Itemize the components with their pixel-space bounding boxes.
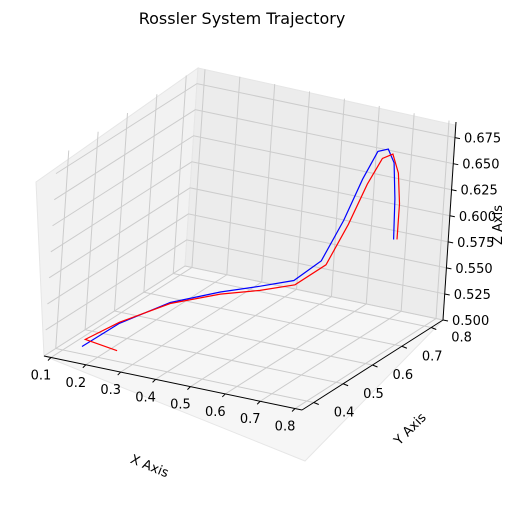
z-grid-line	[47, 213, 447, 305]
x-axis-line	[43, 355, 303, 411]
z-tick-label: 0.500	[452, 314, 489, 329]
x-tick-label: 0.6	[205, 405, 226, 420]
z-tick-label: 0.675	[464, 132, 501, 147]
x-tick-mark	[187, 386, 191, 391]
y-tick-mark	[431, 327, 437, 330]
x-tick-mark	[256, 400, 261, 405]
z-grid-line	[52, 135, 452, 227]
x-ticks: 0.1 0.2 0.3 0.4 0.5 0.6 0.7 0.8	[31, 357, 296, 435]
z-tick-label: 0.625	[461, 184, 498, 199]
x-tick-mark	[117, 371, 122, 376]
x-tick-label: 0.2	[65, 376, 86, 391]
y-tick-mark	[313, 402, 319, 405]
grid-lines	[43, 69, 456, 409]
x-tick-label: 0.3	[100, 383, 121, 398]
x-tick-mark	[291, 408, 296, 412]
z-grid-line	[48, 187, 449, 279]
series-line-2	[83, 153, 401, 352]
x-tick-mark	[47, 357, 52, 361]
x-tick-mark	[152, 378, 156, 383]
z-grid-line	[55, 83, 456, 175]
y-ticks: 0.4 0.5 0.6 0.7 0.8	[313, 327, 472, 421]
y-tick-label: 0.8	[451, 331, 472, 346]
x-tick-label: 0.7	[240, 412, 261, 427]
z-tick-mark	[448, 241, 454, 244]
y-tick-mark	[372, 364, 378, 368]
z-axis-line	[442, 121, 457, 321]
z-tick-mark	[444, 293, 450, 296]
z-tick-mark	[442, 319, 449, 322]
chart-title: Rossler System Trajectory	[139, 9, 346, 28]
z-grid-line	[50, 161, 450, 253]
axis-panes	[35, 66, 456, 462]
x-tick-label: 0.1	[31, 368, 52, 383]
z-tick-label: 0.650	[462, 158, 499, 173]
z-tick-mark	[454, 137, 461, 140]
y-tick-label: 0.7	[422, 349, 443, 364]
z-tick-mark	[453, 163, 459, 166]
z-tick-label: 0.525	[454, 288, 491, 303]
x-tick-mark	[221, 393, 226, 398]
z-ticks: 0.500 0.525 0.550 0.575 0.600 0.625 0.650 0.675	[442, 132, 501, 329]
z-tick-label: 0.600	[459, 210, 496, 225]
z-axis-label: Z Axis	[491, 205, 506, 245]
y-tick-label: 0.6	[393, 368, 414, 383]
y-tick-mark	[401, 345, 408, 349]
z-tick-mark	[449, 215, 455, 218]
series-line-1	[81, 148, 396, 348]
z-grid-line	[43, 265, 444, 357]
y-axis-label: Y Axis	[391, 410, 430, 449]
x-tick-label: 0.5	[170, 398, 191, 413]
y-tick-label: 0.5	[363, 387, 384, 402]
y-tick-label: 0.4	[334, 406, 355, 421]
x-tick-label: 0.4	[135, 390, 156, 405]
z-grid-line	[45, 239, 445, 331]
z-tick-mark	[446, 267, 452, 270]
z-tick-label: 0.550	[455, 262, 492, 277]
series-lines	[81, 148, 401, 352]
y-tick-mark	[342, 383, 349, 387]
z-tick-mark	[451, 189, 457, 192]
x-axis-label: X Axis	[128, 452, 171, 481]
z-grid-line	[53, 109, 454, 201]
z-tick-label: 0.575	[457, 236, 494, 251]
x-tick-mark	[82, 364, 87, 369]
x-tick-label: 0.8	[275, 420, 296, 435]
